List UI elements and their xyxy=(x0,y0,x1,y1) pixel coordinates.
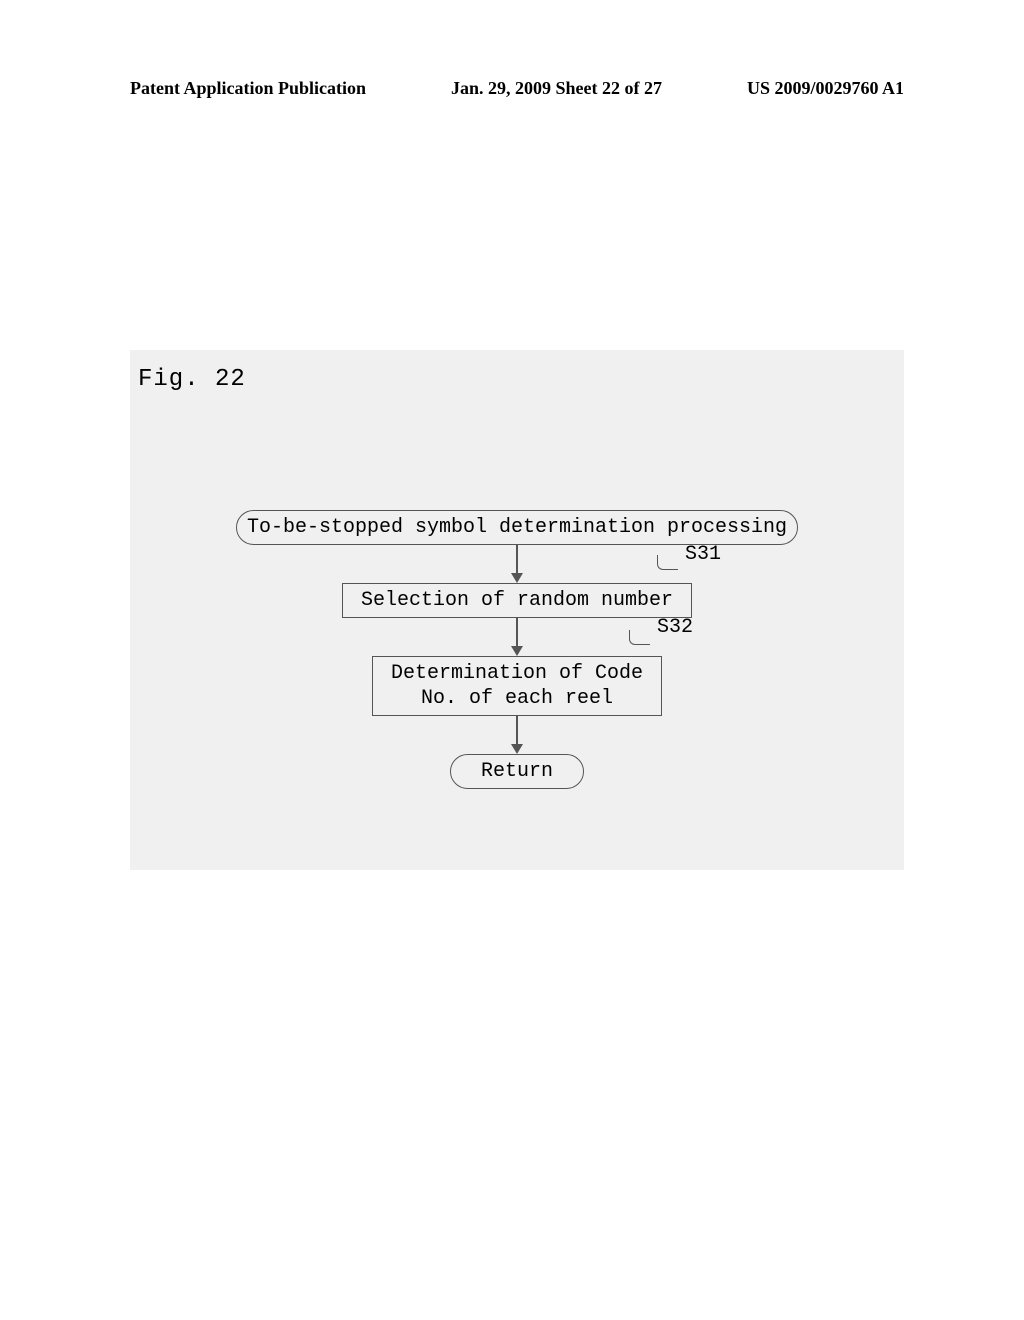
flow-line-icon xyxy=(516,618,518,646)
flow-node-s32: Determination of CodeNo. of each reel xyxy=(372,656,662,716)
flow-connector-1: S31 xyxy=(130,545,904,583)
header-center: Jan. 29, 2009 Sheet 22 of 27 xyxy=(451,78,662,99)
header-right: US 2009/0029760 A1 xyxy=(747,78,904,99)
step-label-s32: S32 xyxy=(657,616,693,639)
step-label-s31: S31 xyxy=(685,543,721,566)
flow-node-start: To-be-stopped symbol determination proce… xyxy=(236,510,798,545)
flow-connector-2: S32 xyxy=(130,618,904,656)
arrow-down-icon xyxy=(511,573,523,583)
leader-line-icon xyxy=(657,555,678,570)
flow-line-icon xyxy=(516,716,518,744)
header-left: Patent Application Publication xyxy=(130,78,366,99)
arrow-down-icon xyxy=(511,744,523,754)
leader-line-icon xyxy=(629,630,650,645)
figure-label: Fig. 22 xyxy=(138,366,246,393)
arrow-down-icon xyxy=(511,646,523,656)
flowchart: To-be-stopped symbol determination proce… xyxy=(130,510,904,789)
header: Patent Application Publication Jan. 29, … xyxy=(130,78,904,99)
flow-node-end: Return xyxy=(450,754,584,789)
flow-line-icon xyxy=(516,545,518,573)
flow-connector-3 xyxy=(130,716,904,754)
flow-node-s31: Selection of random number xyxy=(342,583,692,618)
page: Patent Application Publication Jan. 29, … xyxy=(0,0,1024,1320)
